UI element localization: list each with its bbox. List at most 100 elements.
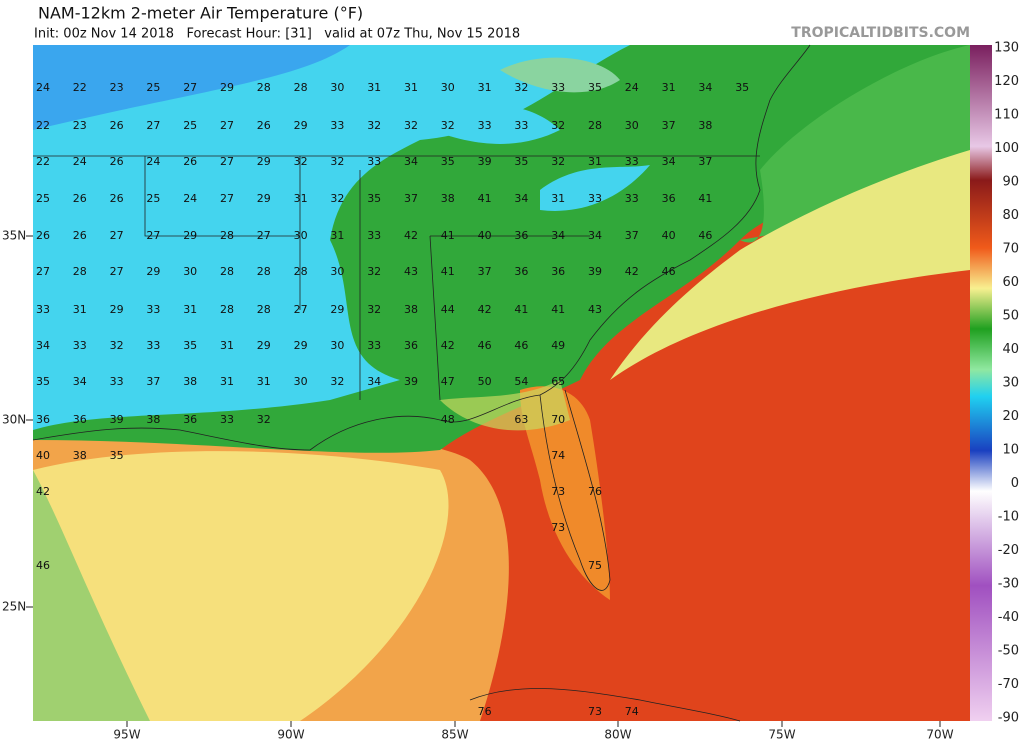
station-temperature: 27 bbox=[146, 119, 160, 132]
colorbar-label: 40 bbox=[1002, 342, 1019, 357]
station-temperature: 32 bbox=[257, 413, 271, 426]
station-temperature: 30 bbox=[625, 119, 639, 132]
station-temperature: 34 bbox=[662, 155, 676, 168]
station-temperature: 30 bbox=[330, 265, 344, 278]
station-temperature: 37 bbox=[146, 375, 160, 388]
station-temperature: 34 bbox=[36, 339, 50, 352]
station-temperature: 24 bbox=[183, 192, 197, 205]
station-temperature: 41 bbox=[551, 303, 565, 316]
longitude-label: 70W bbox=[926, 728, 953, 742]
station-temperature: 36 bbox=[514, 265, 528, 278]
title: NAM-12km 2-meter Air Temperature (°F) bbox=[38, 4, 363, 23]
station-temperature: 29 bbox=[220, 81, 234, 94]
longitude-label: 80W bbox=[604, 728, 631, 742]
station-temperature: 31 bbox=[662, 81, 676, 94]
station-temperature: 42 bbox=[441, 339, 455, 352]
station-temperature: 31 bbox=[551, 192, 565, 205]
station-temperature: 22 bbox=[36, 155, 50, 168]
station-temperature: 29 bbox=[294, 339, 308, 352]
station-temperature: 76 bbox=[478, 705, 492, 718]
station-temperature: 26 bbox=[183, 155, 197, 168]
station-temperature: 36 bbox=[404, 339, 418, 352]
station-temperature: 33 bbox=[110, 375, 124, 388]
station-temperature: 30 bbox=[330, 339, 344, 352]
station-temperature: 31 bbox=[478, 81, 492, 94]
station-temperature: 37 bbox=[625, 229, 639, 242]
station-temperature: 31 bbox=[294, 192, 308, 205]
station-temperature: 33 bbox=[146, 339, 160, 352]
station-temperature: 38 bbox=[698, 119, 712, 132]
station-temperature: 36 bbox=[662, 192, 676, 205]
station-temperature: 24 bbox=[146, 155, 160, 168]
station-temperature: 34 bbox=[404, 155, 418, 168]
station-temperature: 30 bbox=[330, 81, 344, 94]
station-temperature: 27 bbox=[220, 155, 234, 168]
brand: TROPICALTIDBITS.COM bbox=[791, 25, 970, 41]
station-temperature: 28 bbox=[220, 303, 234, 316]
station-temperature: 73 bbox=[551, 521, 565, 534]
station-temperature: 41 bbox=[441, 265, 455, 278]
station-temperature: 65 bbox=[551, 375, 565, 388]
station-temperature: 26 bbox=[257, 119, 271, 132]
station-temperature: 31 bbox=[220, 375, 234, 388]
colorbar-label: 80 bbox=[1002, 208, 1019, 223]
station-temperature: 29 bbox=[183, 229, 197, 242]
station-temperature: 33 bbox=[367, 339, 381, 352]
station-temperature: 25 bbox=[146, 81, 160, 94]
station-temperature: 28 bbox=[257, 265, 271, 278]
colorbar-label: -10 bbox=[998, 510, 1019, 525]
station-temperature: 74 bbox=[625, 705, 639, 718]
colorbar-label: 10 bbox=[1002, 443, 1019, 458]
station-temperature: 32 bbox=[551, 155, 565, 168]
station-temperature: 32 bbox=[404, 119, 418, 132]
station-temperature: 29 bbox=[257, 192, 271, 205]
station-temperature: 33 bbox=[220, 413, 234, 426]
colorbar-label: 90 bbox=[1002, 175, 1019, 190]
station-temperature: 33 bbox=[625, 192, 639, 205]
colorbar-label: -50 bbox=[998, 644, 1019, 659]
station-temperature: 36 bbox=[514, 229, 528, 242]
station-temperature: 26 bbox=[36, 229, 50, 242]
station-temperature: 32 bbox=[367, 119, 381, 132]
station-temperature: 74 bbox=[551, 449, 565, 462]
station-temperature: 49 bbox=[551, 339, 565, 352]
station-temperature: 33 bbox=[551, 81, 565, 94]
longitude-label: 75W bbox=[768, 728, 795, 742]
station-temperature: 36 bbox=[36, 413, 50, 426]
colorbar-label: 20 bbox=[1002, 409, 1019, 424]
colorbar-label: 120 bbox=[994, 74, 1019, 89]
colorbar bbox=[970, 45, 992, 721]
station-temperature: 27 bbox=[257, 229, 271, 242]
station-temperature: 36 bbox=[183, 413, 197, 426]
station-temperature: 42 bbox=[36, 485, 50, 498]
station-temperature: 25 bbox=[183, 119, 197, 132]
station-temperature: 73 bbox=[551, 485, 565, 498]
station-temperature: 33 bbox=[73, 339, 87, 352]
station-temperature: 48 bbox=[441, 413, 455, 426]
station-temperature: 35 bbox=[183, 339, 197, 352]
colorbar-label: 50 bbox=[1002, 309, 1019, 324]
station-temperature: 31 bbox=[257, 375, 271, 388]
station-temperature: 42 bbox=[625, 265, 639, 278]
station-temperature: 37 bbox=[404, 192, 418, 205]
station-temperature: 29 bbox=[257, 339, 271, 352]
colorbar-label: 0 bbox=[1011, 476, 1019, 491]
station-temperature: 27 bbox=[294, 303, 308, 316]
station-temperature: 31 bbox=[220, 339, 234, 352]
station-temperature: 28 bbox=[220, 265, 234, 278]
station-temperature: 34 bbox=[514, 192, 528, 205]
colorbar-label: 100 bbox=[994, 141, 1019, 156]
station-temperature: 25 bbox=[36, 192, 50, 205]
station-temperature: 26 bbox=[110, 119, 124, 132]
station-temperature: 42 bbox=[404, 229, 418, 242]
station-temperature: 28 bbox=[294, 81, 308, 94]
station-temperature: 35 bbox=[36, 375, 50, 388]
station-temperature: 22 bbox=[36, 119, 50, 132]
station-temperature: 33 bbox=[330, 119, 344, 132]
subtitle: Init: 00z Nov 14 2018 Forecast Hour: [31… bbox=[34, 27, 520, 42]
station-temperature: 39 bbox=[110, 413, 124, 426]
station-temperature: 29 bbox=[294, 119, 308, 132]
colorbar-label: -20 bbox=[998, 543, 1019, 558]
station-temperature: 30 bbox=[294, 229, 308, 242]
station-temperature: 33 bbox=[146, 303, 160, 316]
